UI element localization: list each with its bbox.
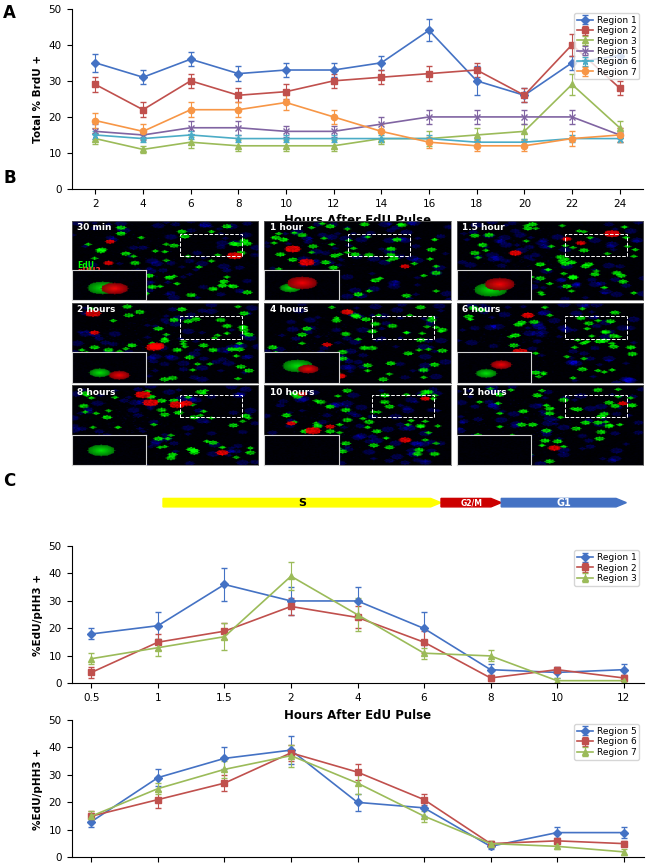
Bar [372,395,434,417]
Bar [565,234,627,256]
Text: G1: G1 [556,498,571,507]
Text: 30 min: 30 min [77,223,112,232]
Y-axis label: %EdU/pHH3 +: %EdU/pHH3 + [33,573,43,656]
Bar [180,316,242,339]
Text: A: A [3,4,16,23]
Legend: Region 1, Region 2, Region 3: Region 1, Region 2, Region 3 [574,551,639,585]
Text: S: S [298,498,306,507]
Text: pHH3: pHH3 [77,268,101,276]
Text: 8 hours: 8 hours [77,387,116,397]
Text: 12 hours: 12 hours [462,387,507,397]
Y-axis label: Total % BrdU +: Total % BrdU + [33,55,43,143]
FancyArrow shape [501,499,627,507]
FancyArrow shape [163,499,441,507]
Text: 4 hours: 4 hours [270,305,308,314]
Legend: Region 5, Region 6, Region 7: Region 5, Region 6, Region 7 [574,725,639,759]
Bar [565,316,627,339]
Text: 10 hours: 10 hours [270,387,314,397]
Bar [348,234,410,256]
Text: 1 hour: 1 hour [270,223,303,232]
Text: 2 hours: 2 hours [77,305,116,314]
Y-axis label: %EdU/pHH3 +: %EdU/pHH3 + [33,747,43,830]
X-axis label: Hours After EdU Pulse: Hours After EdU Pulse [284,215,431,228]
Bar [180,395,242,417]
FancyArrow shape [441,499,501,507]
X-axis label: Hours After EdU Pulse: Hours After EdU Pulse [284,708,431,721]
Bar [565,395,627,417]
Legend: Region 1, Region 2, Region 3, Region 5, Region 6, Region 7: Region 1, Region 2, Region 3, Region 5, … [574,13,639,80]
Bar [372,316,434,339]
Text: 1.5 hour: 1.5 hour [462,223,505,232]
Text: 6 hours: 6 hours [462,305,500,314]
Text: C: C [3,472,16,490]
Text: B: B [3,169,16,187]
Text: G2/M: G2/M [460,498,482,507]
Bar [180,234,242,256]
Text: EdU: EdU [77,261,94,270]
